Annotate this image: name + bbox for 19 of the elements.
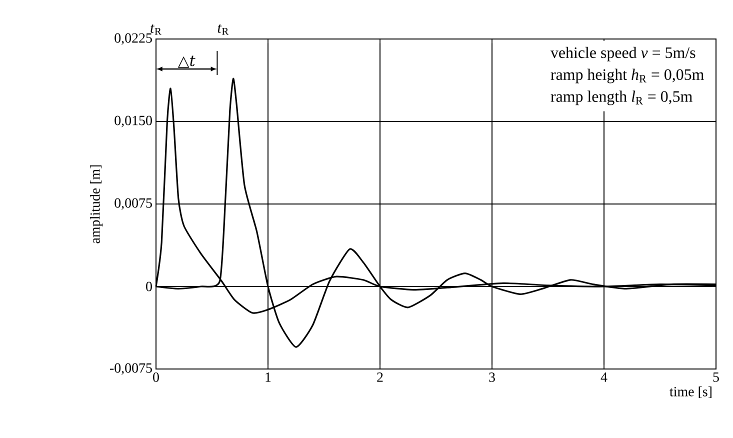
x-tick-label: 5 (713, 372, 719, 382)
annotation: vehicle speed v = 5m/s (550, 46, 696, 62)
y-tick-label: 0,0075 (114, 198, 152, 210)
x-tick-label: 4 (600, 372, 608, 382)
annotation: ramp height h$_{R}$ = 0,05m (550, 68, 704, 84)
y-tick-label: -0,0075 (110, 363, 152, 375)
x-tick-label: 1 (266, 372, 271, 382)
text: t$_{R}$ (218, 24, 229, 35)
x-tick-label: 3 (489, 372, 495, 382)
y-tick-label: 0 (146, 282, 152, 292)
annotation: △t (178, 56, 196, 68)
annotation: ramp length l$_{R}$ = 0,5m (550, 90, 692, 106)
text: t$_{R}$ (150, 24, 162, 35)
x-tick-label: 2 (377, 372, 383, 382)
y-tick-label: 0,0225 (114, 33, 152, 45)
y-tick-label: 0,0150 (114, 116, 152, 128)
x-tick-label: 0 (153, 372, 159, 382)
y-axis-title: amplitude [m] (90, 165, 103, 244)
x-axis-title: time [s] (670, 386, 712, 398)
